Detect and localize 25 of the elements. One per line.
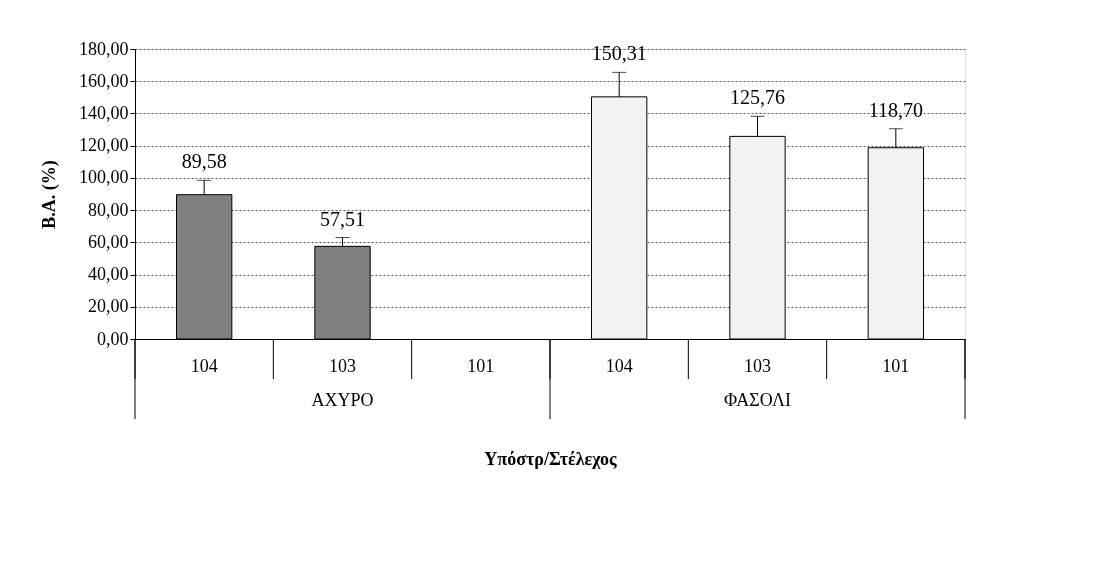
y-tick-label: 100,00	[79, 167, 129, 188]
x-tick-label: 104	[190, 355, 218, 376]
text: ΑΧΥΡΟ	[311, 390, 374, 410]
y-tick-label: 20,00	[88, 296, 129, 317]
y-tick-label: 0,00	[97, 328, 129, 349]
x-tick-label: 101	[882, 355, 910, 376]
y-tick-label: 40,00	[88, 264, 129, 285]
data-label: 89,58	[181, 150, 227, 173]
x-tick-label: 103	[329, 355, 356, 376]
y-tick-label: 180,00	[79, 38, 129, 59]
x-axis-title: Υπόστρ/Στέλεχος	[484, 448, 618, 469]
data-label: 150,31	[591, 42, 647, 65]
data-label: 57,51	[320, 207, 365, 230]
y-axis-title: Β.Α. (%)	[39, 160, 60, 229]
y-tick-label: 140,00	[79, 102, 129, 123]
y-tick-label: 80,00	[88, 199, 129, 220]
x-tick-label: 104	[605, 355, 633, 376]
data-label: 118,70	[868, 98, 923, 121]
text: ΦΑΣΟΛΙ	[724, 390, 791, 410]
x-tick-label: 103	[744, 355, 771, 376]
x-tick-label: 101	[467, 355, 495, 376]
y-tick-label: 160,00	[79, 70, 129, 91]
y-tick-label: 120,00	[79, 135, 129, 156]
y-tick-label: 60,00	[88, 231, 129, 252]
data-label: 125,76	[730, 86, 785, 109]
